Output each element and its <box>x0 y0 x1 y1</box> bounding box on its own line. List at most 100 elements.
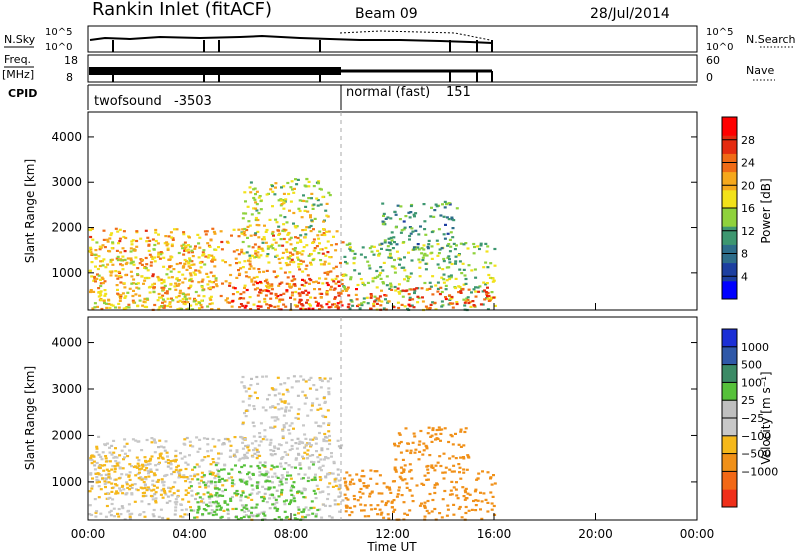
heat-cell <box>439 439 442 442</box>
heat-cell <box>94 265 97 268</box>
heat-cell <box>163 474 167 478</box>
heat-cell <box>261 375 265 378</box>
heat-cell <box>188 236 191 239</box>
heat-cell <box>296 236 300 240</box>
heat-cell <box>111 304 115 307</box>
heat-cell <box>324 435 328 439</box>
heat-cell <box>379 304 383 307</box>
heat-cell <box>368 247 372 250</box>
heat-cell <box>208 245 212 248</box>
heat-cell <box>191 308 195 311</box>
heat-cell <box>228 284 232 287</box>
heat-cell <box>318 242 321 245</box>
heat-cell <box>304 308 308 311</box>
heat-cell <box>360 509 363 512</box>
heat-cell <box>117 302 121 305</box>
heat-cell <box>444 284 448 287</box>
heat-cell <box>428 281 432 284</box>
heat-cell <box>381 202 385 205</box>
heat-cell <box>307 291 311 294</box>
heat-cell <box>309 296 313 299</box>
heat-cell <box>232 453 236 456</box>
heat-cell <box>166 242 170 245</box>
heat-cell <box>289 489 293 492</box>
heat-cell <box>142 300 146 303</box>
heat-cell <box>258 454 262 457</box>
heat-cell <box>243 286 246 289</box>
heat-cell <box>183 295 187 298</box>
heat-cell <box>127 303 131 306</box>
heat-cell <box>304 380 308 383</box>
heat-cell <box>291 248 295 251</box>
heat-cell <box>422 244 426 247</box>
colorbar-swatch <box>722 189 737 209</box>
heat-cell <box>434 433 438 436</box>
heat-cell <box>156 299 160 302</box>
heat-cell <box>210 302 214 305</box>
heat-cell <box>401 295 405 298</box>
heat-cell <box>343 255 347 258</box>
heat-cell <box>281 229 285 232</box>
heat-cell <box>328 515 332 518</box>
heat-cell <box>292 375 296 378</box>
heat-cell <box>175 228 179 231</box>
heat-cell <box>387 256 391 259</box>
heat-cell <box>409 211 413 214</box>
heat-cell <box>274 182 278 185</box>
heat-cell <box>438 248 442 251</box>
heat-cell <box>389 243 393 246</box>
heat-cell <box>154 441 157 444</box>
heat-cell <box>423 220 427 223</box>
heat-cell <box>101 282 105 285</box>
heat-cell <box>193 297 196 300</box>
heat-cell <box>470 508 474 511</box>
heat-cell <box>295 183 299 186</box>
heat-cell <box>273 507 277 510</box>
heat-cell <box>255 209 259 212</box>
heat-cell <box>248 186 252 189</box>
heat-cell <box>149 261 153 264</box>
heat-cell <box>112 439 116 442</box>
heat-cell <box>270 416 274 419</box>
heat-cell <box>327 230 331 233</box>
heat-cell <box>426 468 430 471</box>
heat-cell <box>436 437 440 441</box>
heat-cell <box>348 483 352 486</box>
heat-cell <box>322 220 326 223</box>
heat-cell <box>206 283 210 286</box>
heat-cell <box>158 296 161 299</box>
heat-cell <box>409 288 413 291</box>
heat-cell <box>206 491 210 494</box>
heat-cell <box>121 467 125 470</box>
cpid-label: CPID <box>8 87 37 100</box>
heat-cell <box>264 480 268 483</box>
heat-cell <box>180 244 184 247</box>
heat-cell <box>288 283 292 286</box>
heat-cell <box>445 216 449 219</box>
heat-cell <box>405 275 409 278</box>
heat-cell <box>256 483 260 486</box>
heat-cell <box>354 293 358 296</box>
heat-cell <box>388 249 392 252</box>
heat-cell <box>92 455 96 458</box>
heat-cell <box>184 461 188 464</box>
heat-cell <box>474 276 478 279</box>
heat-cell <box>149 264 153 267</box>
heat-cell <box>135 230 139 233</box>
heat-cell <box>111 465 115 468</box>
heat-cell <box>297 452 300 455</box>
heat-cell <box>390 500 394 503</box>
heat-cell <box>300 441 304 444</box>
heat-cell <box>464 427 468 430</box>
heat-cell <box>439 214 443 217</box>
heat-cell <box>130 512 134 515</box>
heat-cell <box>232 250 236 253</box>
heat-cell <box>221 443 225 446</box>
heat-cell <box>353 505 357 508</box>
heat-cell <box>166 517 170 520</box>
heat-cell <box>202 475 206 478</box>
heat-cell <box>264 473 268 476</box>
heat-cell <box>215 500 218 503</box>
heat-cell <box>431 301 435 304</box>
